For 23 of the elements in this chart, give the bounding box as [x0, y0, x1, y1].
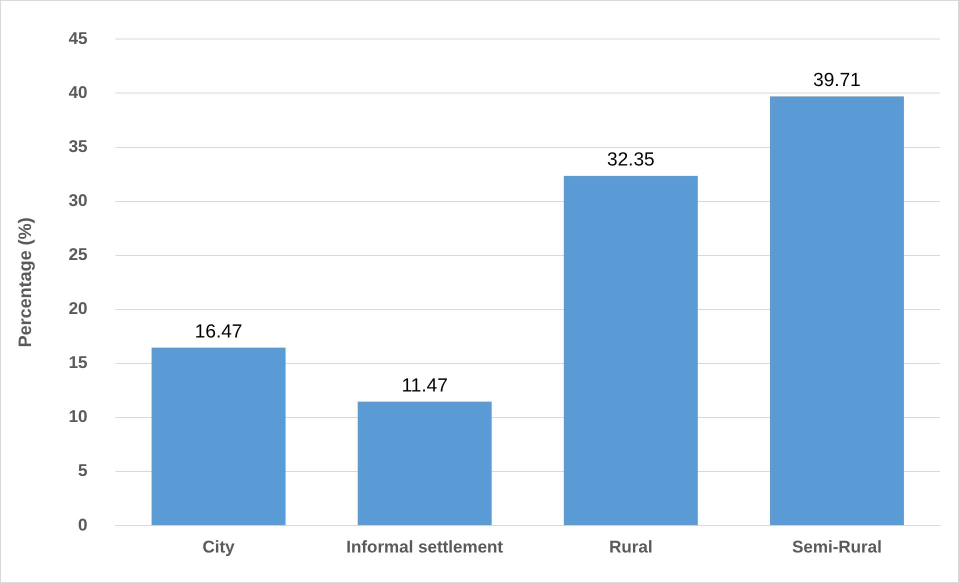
data-label: 39.71 [813, 70, 861, 92]
y-tick-label: 5 [78, 461, 88, 480]
data-label: 32.35 [607, 150, 655, 171]
y-tick-label: 35 [68, 136, 88, 156]
bar [564, 176, 698, 526]
x-tick-label: Informal settlement [346, 537, 504, 556]
y-tick-label: 45 [68, 28, 88, 48]
data-label: 11.47 [402, 375, 448, 396]
x-tick-label: Rural [609, 537, 653, 556]
bar [358, 402, 492, 526]
y-tick-label: 10 [68, 407, 88, 426]
bar [152, 348, 286, 526]
y-axis-title: Percentage (%) [14, 217, 35, 348]
y-tick-label: 20 [68, 299, 88, 318]
y-tick-label: 30 [68, 191, 88, 210]
bar [770, 96, 904, 526]
data-label: 16.47 [194, 321, 242, 342]
y-tick-label: 25 [68, 245, 88, 264]
x-tick-label: City [202, 537, 236, 556]
y-tick-label: 15 [68, 353, 88, 372]
y-tick-label: 0 [78, 515, 88, 534]
x-tick-label: Semi-Rural [792, 537, 882, 556]
y-tick-label: 40 [68, 82, 88, 102]
